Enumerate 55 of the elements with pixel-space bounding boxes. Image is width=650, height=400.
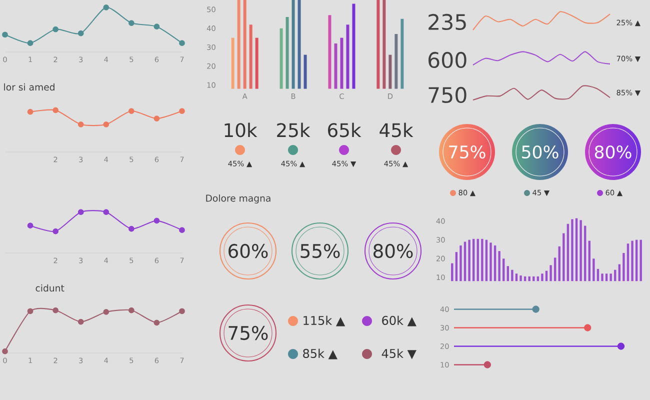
point bbox=[103, 4, 110, 10]
point bbox=[27, 222, 34, 229]
text: 25k bbox=[277, 122, 310, 138]
chart-title: lor si amed bbox=[4, 83, 54, 91]
point bbox=[27, 308, 34, 314]
point bbox=[78, 318, 84, 325]
point bbox=[617, 342, 625, 350]
point bbox=[128, 108, 134, 114]
point bbox=[27, 40, 34, 46]
point bbox=[103, 121, 110, 128]
point bbox=[52, 228, 59, 234]
point bbox=[179, 308, 185, 314]
point bbox=[128, 20, 134, 26]
point bbox=[179, 40, 185, 46]
text: 45k bbox=[380, 122, 414, 138]
text: 80% bbox=[594, 145, 632, 159]
point bbox=[179, 227, 185, 234]
point bbox=[154, 24, 160, 30]
point bbox=[128, 307, 134, 314]
text: 50% bbox=[522, 145, 558, 159]
point bbox=[179, 108, 185, 114]
point bbox=[78, 209, 84, 216]
text: 60% bbox=[228, 244, 268, 258]
text: 45k ▼ bbox=[382, 348, 416, 360]
point bbox=[484, 361, 492, 368]
chart-title: 750 bbox=[428, 86, 466, 104]
text: 65k bbox=[328, 122, 362, 138]
text: 10k bbox=[224, 122, 258, 138]
text: 80% bbox=[374, 244, 413, 258]
point bbox=[2, 32, 8, 38]
point bbox=[154, 218, 160, 224]
point bbox=[103, 309, 110, 315]
point bbox=[128, 226, 134, 232]
text: Dolore magna bbox=[206, 194, 270, 204]
point bbox=[584, 324, 592, 332]
point bbox=[532, 306, 540, 313]
point bbox=[52, 26, 59, 32]
point bbox=[103, 209, 110, 216]
point bbox=[52, 307, 59, 314]
point bbox=[27, 108, 34, 115]
text: 85k ▲ bbox=[303, 348, 338, 360]
chart-title: cidunt bbox=[36, 284, 64, 292]
point bbox=[78, 30, 84, 36]
chart-title: 235 bbox=[428, 14, 466, 30]
point bbox=[2, 348, 8, 354]
text: 55% bbox=[300, 244, 340, 258]
chart-title: 600 bbox=[428, 52, 466, 68]
text: 60k ▲ bbox=[382, 316, 416, 326]
text: 75% bbox=[228, 326, 268, 340]
text: 75% bbox=[449, 145, 486, 159]
point bbox=[154, 116, 160, 122]
point bbox=[154, 320, 160, 326]
point bbox=[52, 107, 59, 114]
text: 115k ▲ bbox=[304, 316, 346, 326]
point bbox=[78, 121, 84, 128]
